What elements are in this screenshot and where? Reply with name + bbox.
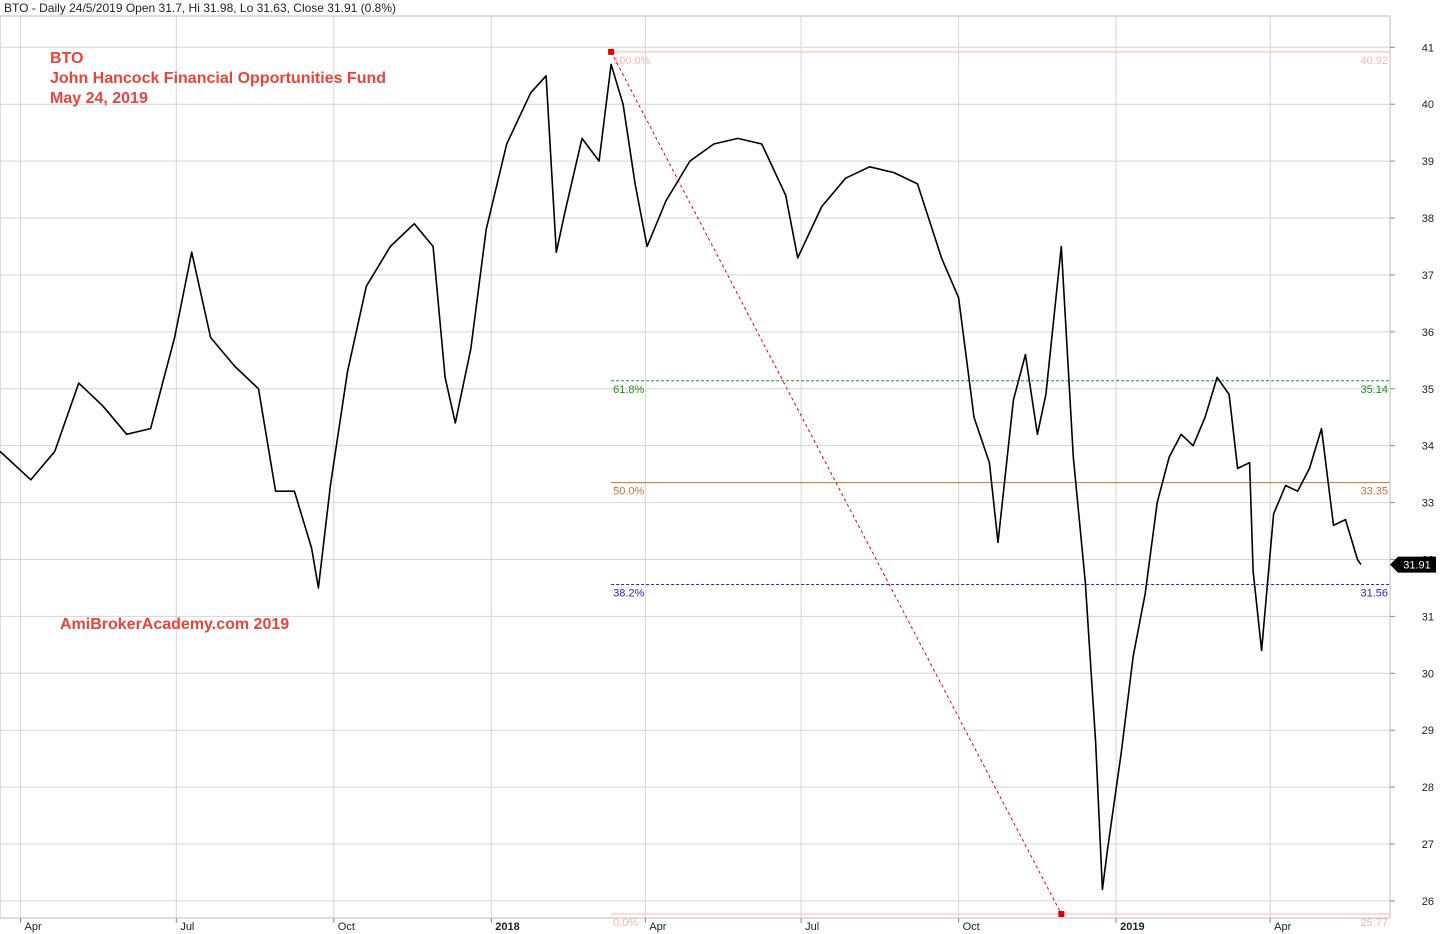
x-tick-label: Apr	[1274, 921, 1291, 933]
y-tick-label: 38	[1422, 213, 1434, 225]
fib-pct-label: 38.2%	[613, 588, 644, 600]
fund-name-label: John Hancock Financial Opportunities Fun…	[50, 70, 387, 87]
x-tick-label: Apr	[649, 921, 666, 933]
x-tick-label: Jul	[805, 921, 819, 933]
chart-header: BTO - Daily 24/5/2019 Open 31.7, Hi 31.9…	[4, 1, 397, 15]
y-tick-label: 26	[1422, 896, 1434, 908]
y-tick-label: 41	[1422, 42, 1434, 54]
watermark-label: AmiBrokerAcademy.com 2019	[60, 616, 290, 633]
x-tick-label: Oct	[338, 921, 355, 933]
x-tick-label: Apr	[25, 921, 42, 933]
fib-anchor-low	[1058, 911, 1065, 918]
fib-anchor-high	[608, 48, 615, 55]
ticker-label: BTO	[50, 50, 84, 67]
fib-pct-label: 100.0%	[613, 55, 651, 67]
fib-value-label: 31.56	[1360, 588, 1388, 600]
fib-pct-label: 0.0%	[613, 917, 638, 929]
x-tick-label: Jul	[180, 921, 194, 933]
last-price-label: 31.91	[1403, 560, 1431, 572]
y-tick-label: 39	[1422, 156, 1434, 168]
y-tick-label: 37	[1422, 270, 1434, 282]
fib-value-label: 33.35	[1360, 486, 1388, 498]
fib-value-label: 35.14	[1360, 384, 1388, 396]
fib-pct-label: 61.8%	[613, 384, 644, 396]
fib-value-label: 25.77	[1360, 917, 1388, 929]
plot-frame	[0, 15, 1391, 919]
x-tick-label: 2019	[1120, 921, 1144, 933]
price-line	[0, 63, 1362, 891]
y-tick-label: 27	[1422, 839, 1434, 851]
last-price-badge	[1390, 556, 1436, 573]
y-tick-label: 31	[1422, 611, 1434, 623]
y-tick-label: 36	[1422, 327, 1434, 339]
x-tick-label: Oct	[963, 921, 980, 933]
y-tick-label: 35	[1422, 384, 1434, 396]
fib-pct-label: 50.0%	[613, 486, 644, 498]
y-tick-label: 33	[1422, 498, 1434, 510]
y-tick-label: 34	[1422, 441, 1434, 453]
y-tick-label: 40	[1422, 99, 1434, 111]
date-label: May 24, 2019	[50, 90, 148, 107]
fib-value-label: 40.92	[1360, 55, 1388, 67]
y-tick-label: 28	[1422, 782, 1434, 794]
y-tick-label: 30	[1422, 668, 1434, 680]
x-tick-label: 2018	[495, 921, 519, 933]
y-tick-label: 29	[1422, 725, 1434, 737]
fib-connector	[610, 51, 1062, 915]
